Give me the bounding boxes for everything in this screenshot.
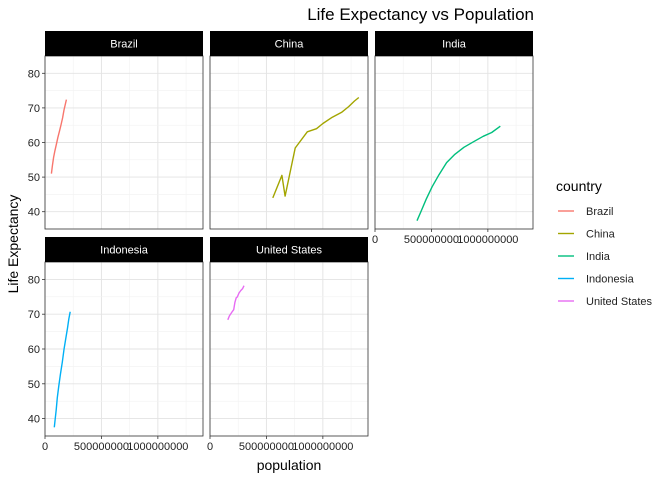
y-tick-label: 60 <box>28 138 40 150</box>
y-axis-title: Life Expectancy <box>5 195 21 294</box>
series-line-china <box>272 96 360 199</box>
x-tick-label: 1000000000 <box>127 441 188 453</box>
x-tick-label: 1000000000 <box>457 234 518 246</box>
strip-background <box>45 237 203 262</box>
y-tick-label: 40 <box>28 207 40 219</box>
x-tick-label: 0 <box>372 234 378 246</box>
strip-background <box>45 31 203 56</box>
series-line-indonesia <box>53 311 71 428</box>
x-tick-label: 1000000000 <box>292 441 353 453</box>
strip-background <box>210 237 368 262</box>
strip-label-indonesia: Indonesia <box>100 245 149 257</box>
strip-label-brazil: Brazil <box>110 39 138 51</box>
y-tick-label: 80 <box>28 68 40 80</box>
facet-panel-brazil: Brazil 40 50 60 70 80 <box>28 31 204 230</box>
legend-title: country <box>556 178 602 194</box>
y-tick-label: 50 <box>28 172 40 184</box>
y-tick-label: 60 <box>28 344 40 356</box>
strip-background <box>375 31 533 56</box>
legend-label-india: India <box>586 251 611 263</box>
x-tick-label: 0 <box>207 441 213 453</box>
y-tick-label: 40 <box>28 414 40 426</box>
legend-label-china: China <box>586 229 616 241</box>
x-tick-label: 0 <box>42 441 48 453</box>
x-tick-label: 500000000 <box>74 441 129 453</box>
legend-label-brazil: Brazil <box>586 206 614 218</box>
y-tick-label: 80 <box>28 274 40 286</box>
series-line-united-states <box>227 285 245 321</box>
x-axis-title: population <box>257 457 322 473</box>
strip-label-china: China <box>275 39 305 51</box>
series-line-brazil <box>50 99 68 174</box>
strip-label-india: India <box>442 39 467 51</box>
x-tick-label: 500000000 <box>239 441 294 453</box>
legend-label-indonesia: Indonesia <box>586 274 635 286</box>
legend: country Brazil China India Indonesia United S… <box>556 178 653 308</box>
strip-background <box>210 31 368 56</box>
y-tick-label: 50 <box>28 379 40 391</box>
y-tick-label: 70 <box>28 103 40 115</box>
chart-title: Life Expectancy vs Population <box>307 5 534 24</box>
y-tick-label: 70 <box>28 309 40 321</box>
facet-panel-china: China <box>209 31 369 230</box>
x-tick-label: 500000000 <box>404 234 459 246</box>
legend-label-united-states: United States <box>586 296 653 308</box>
series-line-india <box>416 125 501 221</box>
strip-label-united-states: United States <box>256 245 323 257</box>
